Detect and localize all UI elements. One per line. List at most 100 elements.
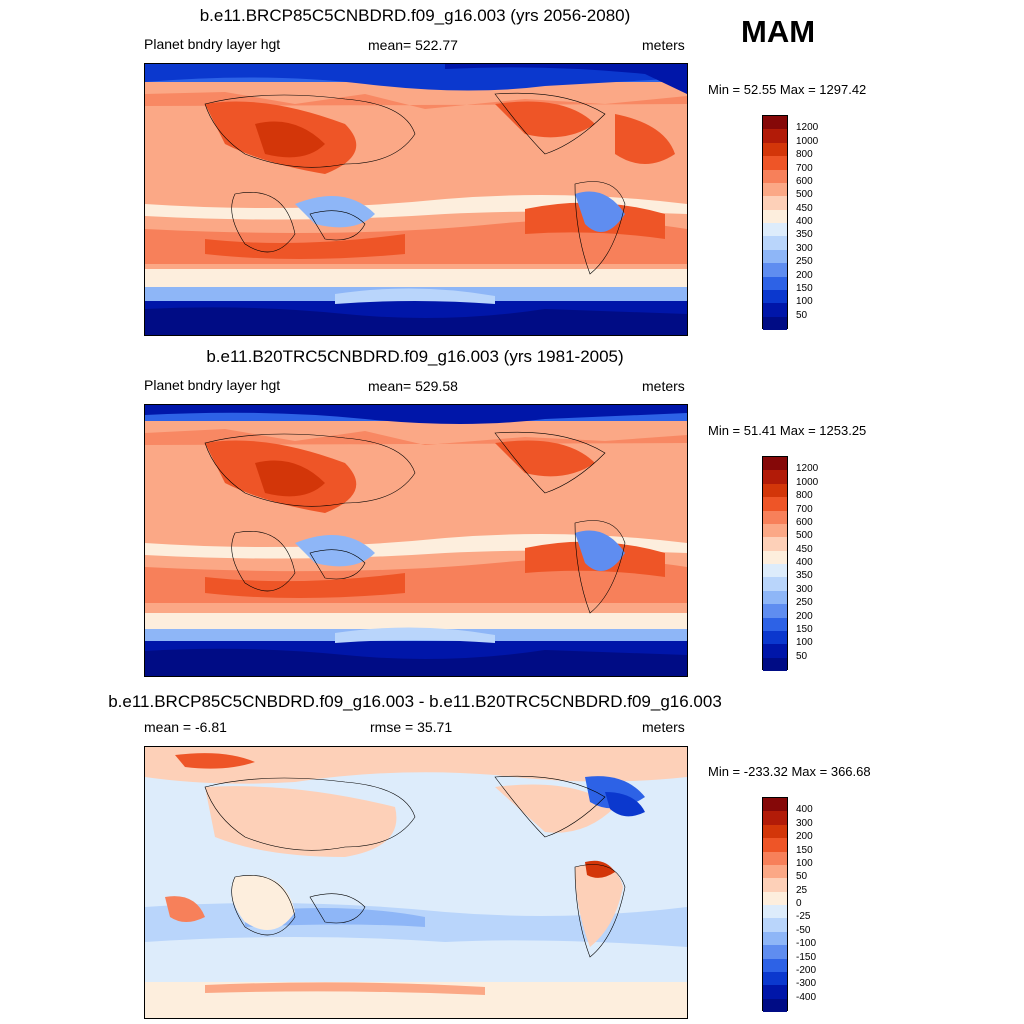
panel-3-map-field	[145, 747, 687, 1018]
colorbar-tick-label: 350	[796, 229, 813, 241]
colorbar-swatch	[763, 510, 787, 524]
colorbar-swatch	[763, 223, 787, 237]
colorbar-swatch	[763, 798, 787, 812]
panel-1-title: b.e11.BRCP85C5CNBDRD.f09_g16.003 (yrs 20…	[199, 6, 631, 25]
colorbar-tick-label: 1200	[796, 122, 819, 134]
colorbar-tick-label: 250	[796, 597, 813, 609]
colorbar-swatch	[763, 878, 787, 892]
panel-3-colorbar: 400 300 200 150 100 50 25 0 -25 -50 -100 -150 -200 -3…	[762, 797, 882, 1012]
colorbar-swatch	[763, 657, 787, 671]
colorbar-swatch	[763, 630, 787, 645]
colorbar-swatch	[763, 497, 787, 511]
colorbar-tick-label: 50	[796, 871, 808, 883]
season-label: MAM	[741, 14, 816, 49]
colorbar-swatch	[763, 891, 787, 905]
colorbar-swatch	[763, 142, 787, 157]
panel-2-colorbar-swatches	[762, 456, 788, 671]
colorbar-swatch	[763, 550, 787, 564]
panel-1-colorbar-swatches	[762, 115, 788, 330]
colorbar-swatch	[763, 209, 787, 223]
colorbar-swatch	[763, 169, 787, 183]
colorbar-tick-label: -150	[796, 951, 817, 963]
panel-1-colorbar: 1200 1000 800 700 600 500 450 400 350 300 250 200 15…	[762, 115, 882, 330]
colorbar-tick-label: 400	[796, 557, 813, 568]
colorbar-swatch	[763, 918, 787, 932]
panel-3-colorbar-swatches	[762, 797, 788, 1012]
panel-2-map-field	[145, 405, 687, 676]
colorbar-tick-label: 300	[796, 242, 813, 254]
panel-2-title: b.e11.B20TRC5CNBDRD.f09_g16.003 (yrs 198…	[206, 347, 624, 366]
colorbar-tick-label: 25	[796, 884, 808, 896]
colorbar-tick-label: 600	[796, 175, 813, 187]
colorbar-swatch	[763, 457, 787, 471]
panel-1-units-label: meters	[642, 37, 685, 53]
panel-1-map	[144, 63, 688, 336]
colorbar-swatch	[763, 116, 787, 130]
panel-3-mean-label: mean = -6.81	[144, 719, 227, 735]
colorbar-tick-label: 600	[796, 516, 813, 528]
colorbar-tick-label: 1000	[796, 476, 819, 488]
colorbar-tick-label: -200	[796, 964, 817, 976]
panel-3-units-label: meters	[642, 719, 685, 735]
colorbar-swatch	[763, 196, 787, 210]
panel-2-variable-label: Planet bndry layer hgt	[144, 377, 281, 393]
colorbar-swatch	[763, 236, 787, 250]
colorbar-tick-label: -100	[796, 938, 817, 950]
colorbar-swatch	[763, 811, 787, 825]
colorbar-tick-label: 400	[796, 804, 813, 816]
colorbar-swatch	[763, 156, 787, 170]
colorbar-swatch	[763, 470, 787, 484]
colorbar-swatch	[763, 537, 787, 551]
colorbar-swatch	[763, 604, 787, 618]
panel-2-map	[144, 404, 688, 677]
colorbar-tick-label: 50	[796, 650, 808, 662]
panel-2-units-label: meters	[642, 378, 685, 394]
colorbar-swatch	[763, 182, 787, 197]
colorbar-tick-label: 350	[796, 570, 813, 582]
colorbar-tick-label: 150	[796, 623, 813, 635]
colorbar-tick-label: 800	[796, 490, 813, 502]
colorbar-swatch	[763, 958, 787, 972]
colorbar-tick-label: -400	[796, 991, 817, 1003]
panel-3-map	[144, 746, 688, 1019]
panel-2-colorbar: 1200 1000 800 700 600 500 450 400 350 300 250 200 15…	[762, 456, 882, 671]
colorbar-tick-label: -25	[796, 911, 811, 923]
colorbar-tick-label: 200	[796, 269, 813, 281]
colorbar-swatch	[763, 838, 787, 852]
colorbar-swatch	[763, 864, 787, 879]
colorbar-swatch	[763, 316, 787, 330]
panel-2-minmax: Min = 51.41 Max = 1253.25	[708, 423, 867, 438]
panel-3-title: b.e11.BRCP85C5CNBDRD.f09_g16.003 - b.e11…	[108, 692, 722, 711]
colorbar-tick-label: -300	[796, 978, 817, 990]
colorbar-tick-label: 200	[796, 610, 813, 622]
colorbar-tick-label: 450	[796, 202, 813, 214]
panel-2-mean-label: mean= 529.58	[368, 378, 458, 394]
colorbar-swatch	[763, 998, 787, 1012]
colorbar-tick-label: 700	[796, 503, 813, 515]
colorbar-tick-label: 150	[796, 844, 813, 856]
colorbar-swatch	[763, 851, 787, 865]
colorbar-swatch	[763, 931, 787, 946]
panel-1-minmax: Min = 52.55 Max = 1297.42	[708, 82, 867, 97]
colorbar-tick-label: 500	[796, 530, 813, 542]
panel-1-map-field	[145, 64, 687, 335]
panel-3-rmse-label: rmse = 35.71	[370, 719, 453, 735]
colorbar-swatch	[763, 971, 787, 986]
colorbar-swatch	[763, 945, 787, 959]
panel-3-minmax: Min = -233.32 Max = 366.68	[708, 764, 871, 779]
colorbar-tick-label: 400	[796, 216, 813, 227]
colorbar-tick-label: 100	[796, 857, 813, 869]
colorbar-tick-label: 800	[796, 149, 813, 161]
colorbar-swatch	[763, 483, 787, 498]
colorbar-tick-label: 300	[796, 583, 813, 595]
colorbar-swatch	[763, 289, 787, 304]
colorbar-swatch	[763, 276, 787, 290]
colorbar-tick-label: 100	[796, 637, 813, 649]
colorbar-tick-label: 1200	[796, 463, 819, 475]
colorbar-tick-label: 50	[796, 309, 808, 321]
colorbar-tick-label: 500	[796, 189, 813, 201]
colorbar-swatch	[763, 523, 787, 538]
colorbar-tick-label: 300	[796, 817, 813, 829]
colorbar-swatch	[763, 564, 787, 578]
colorbar-tick-label: 150	[796, 282, 813, 294]
